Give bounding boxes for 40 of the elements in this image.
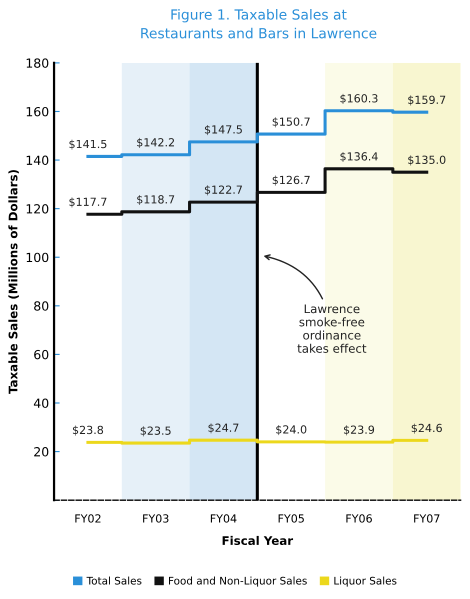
data-label: $23.9 <box>344 425 374 436</box>
data-label: $126.7 <box>272 176 310 186</box>
data-label: $23.5 <box>140 426 171 436</box>
data-label: $135.0 <box>408 155 446 166</box>
data-label: $118.7 <box>137 194 174 206</box>
y-tick-label: 180 <box>26 58 48 68</box>
data-label: $147.5 <box>204 125 242 136</box>
y-tick-label: 20 <box>34 447 48 457</box>
legend-label: Food and Non-Liquor Sales <box>169 576 307 587</box>
annotation: Lawrence smoke-free ordinance takes effect <box>297 304 366 353</box>
x-tick-label: FY06 <box>346 514 372 523</box>
y-tick-label: 40 <box>34 398 48 408</box>
y-tick-label: 140 <box>26 156 48 165</box>
data-label: $23.8 <box>72 426 104 436</box>
chart-title: Figure 1. Taxable Sales at Restaurants and Bars in Lawrence <box>141 8 376 38</box>
y-tick-label: 120 <box>26 204 48 214</box>
x-tick-label: FY03 <box>143 514 168 523</box>
data-label: $136.4 <box>340 152 378 162</box>
data-label: $24.7 <box>208 423 238 434</box>
x-tick-label: FY07 <box>414 514 440 523</box>
data-label: $159.7 <box>408 95 446 106</box>
data-label: $142.2 <box>137 138 174 148</box>
data-label: $24.6 <box>412 424 442 434</box>
x-axis-title: Fiscal Year <box>222 536 294 546</box>
data-label: $122.7 <box>204 185 242 196</box>
y-tick-label: 100 <box>26 252 48 262</box>
legend-label: Total Sales <box>86 576 142 585</box>
y-tick-label: 80 <box>34 301 48 311</box>
y-tick-label: 160 <box>26 106 48 116</box>
data-label: $24.0 <box>276 425 306 436</box>
y-tick-label: 60 <box>34 350 48 360</box>
data-label: $117.7 <box>69 197 106 208</box>
x-tick-label: FY04 <box>210 514 236 523</box>
x-tick-label: FY05 <box>278 514 304 523</box>
data-label: $160.3 <box>340 94 378 104</box>
x-tick-label: FY02 <box>75 514 100 523</box>
data-label: $150.7 <box>272 117 310 128</box>
data-label: $141.5 <box>69 140 106 150</box>
legend-label: Liquor Sales <box>334 576 396 587</box>
y-axis-title: Taxable Sales (Millions of Dollars) <box>8 170 19 394</box>
